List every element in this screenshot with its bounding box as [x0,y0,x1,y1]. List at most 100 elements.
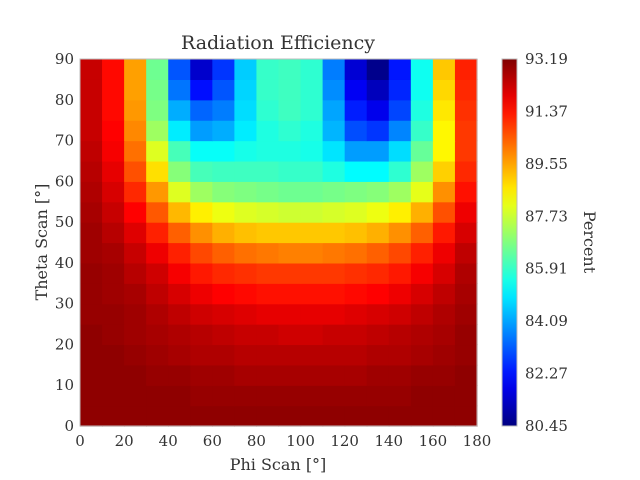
heatmap-cell [234,242,258,264]
heatmap-cell [432,120,456,142]
heatmap-cell [190,385,213,407]
heatmap-cell [388,201,412,223]
heatmap-cell [410,344,434,366]
heatmap-cell [388,99,412,121]
heatmap-cell [168,262,191,284]
heatmap-cell [322,140,346,162]
heatmap-cell [190,120,213,142]
heatmap-cell [212,364,235,386]
heatmap-cell [102,385,125,407]
heatmap-cell [190,99,213,121]
heatmap-cell [102,364,125,386]
heatmap-cell [234,79,258,101]
heatmap-cell [168,181,191,203]
y-tick-label: 30 [55,295,74,313]
heatmap-cell [146,160,169,182]
heatmap-cell [146,79,169,101]
heatmap-cell [278,283,302,305]
colorbar-tick-label: 84.09 [525,312,568,330]
heatmap-cell [344,59,368,80]
heatmap-cell [234,262,258,284]
heatmap-cell [322,405,346,427]
heatmap-cell [322,120,346,142]
heatmap-cell [388,283,412,305]
heatmap-cell [80,364,103,386]
heatmap-cell [410,242,434,264]
heatmap-cell [366,222,390,244]
heatmap-cell [366,201,390,223]
heatmap-cell [278,201,302,223]
heatmap-cell [80,79,103,101]
heatmap-cell [322,181,346,203]
heatmap-cell [410,201,434,223]
heatmap-cell [124,201,147,223]
heatmap-cell [300,262,324,284]
heatmap-cell [322,262,346,284]
heatmap-cell [410,364,434,386]
y-tick-label: 50 [55,213,74,231]
heatmap-cell [322,79,346,101]
heatmap-cell [80,59,103,80]
heatmap-cell [212,120,235,142]
heatmap-cell [234,201,258,223]
x-tick-label: 120 [330,432,359,450]
heatmap-cell [234,160,258,182]
heatmap-cell [432,99,456,121]
heatmap-cell [256,222,280,244]
heatmap-cell [388,242,412,264]
heatmap-cell [80,99,103,121]
heatmap-cell [124,405,147,427]
heatmap-cell [168,160,191,182]
heatmap-cell [454,79,478,101]
heatmap-cell [234,364,258,386]
heatmap-cell [278,59,302,80]
heatmap-cell [124,303,147,325]
heatmap-cell [344,242,368,264]
colorbar-tick-label: 93.19 [525,50,568,68]
heatmap-cell [366,405,390,427]
heatmap-cell [80,303,103,325]
heatmap-cell [190,405,213,427]
heatmap-cell [190,181,213,203]
heatmap-cell [212,262,235,284]
heatmap-cell [102,222,125,244]
heatmap-cell [102,79,125,101]
heatmap-cell [344,385,368,407]
heatmap-cell [256,160,280,182]
heatmap-cell [454,140,478,162]
heatmap-cell [454,303,478,325]
y-tick-label: 0 [64,417,74,435]
heatmap-cell [344,160,368,182]
heatmap-cell [212,283,235,305]
heatmap-cell [388,405,412,427]
heatmap-cell [256,303,280,325]
heatmap-cell [124,385,147,407]
heatmap-cell [212,344,235,366]
heatmap-cell [278,222,302,244]
heatmap-cell [102,59,125,80]
heatmap-cell [190,222,213,244]
heatmap-cell [278,120,302,142]
heatmap-cell [146,364,169,386]
heatmap-cell [278,242,302,264]
heatmap-cell [212,181,235,203]
heatmap-cell [366,79,390,101]
heatmap-cell [146,385,169,407]
heatmap-cell [410,99,434,121]
heatmap-cell [168,99,191,121]
heatmap-cell [190,201,213,223]
heatmap-cell [432,79,456,101]
heatmap-cell [102,242,125,264]
heatmap-cell [124,344,147,366]
heatmap-cell [80,344,103,366]
heatmap-cell [256,405,280,427]
heatmap-cell [212,160,235,182]
heatmap-cell [300,222,324,244]
heatmap-cell [322,242,346,264]
heatmap-cell [366,120,390,142]
heatmap-cell [190,303,213,325]
heatmap-cell [212,303,235,325]
heatmap-cell [344,140,368,162]
heatmap-cell [388,79,412,101]
colorbar-ticks: 80.45 82.27 84.09 85.91 87.73 89.55 91.37 93.19 [525,50,568,435]
